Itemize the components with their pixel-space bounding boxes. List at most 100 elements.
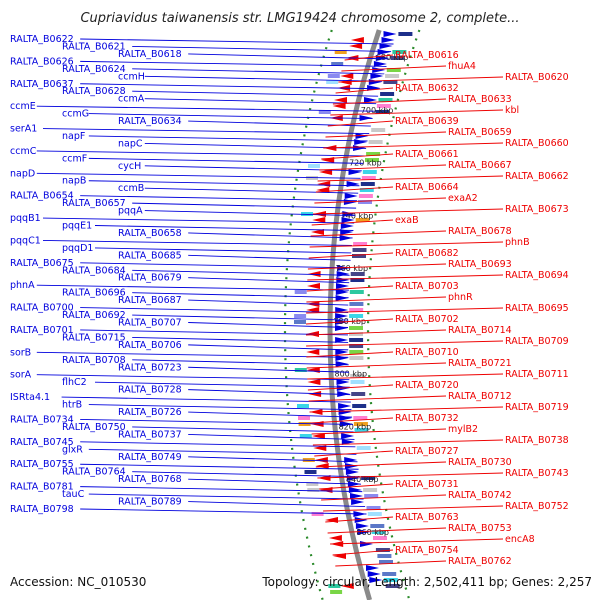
gene-label[interactable]: pqqB1: [10, 213, 355, 224]
gene-label[interactable]: RALTA_B0659: [325, 127, 512, 138]
gene-label[interactable]: RALTA_B0679: [118, 273, 350, 284]
gene-label[interactable]: fhuA4: [341, 61, 476, 72]
gene-label[interactable]: RALTA_B0762: [335, 556, 512, 567]
gene-label[interactable]: RALTA_B0673: [312, 204, 569, 215]
gene-label[interactable]: RALTA_B0696: [62, 288, 349, 299]
gene-label[interactable]: serA1: [10, 124, 370, 135]
gene-label[interactable]: RALTA_B0658: [118, 228, 353, 239]
gene-label[interactable]: RALTA_B0706: [118, 340, 349, 351]
gene-label[interactable]: pqqA: [118, 206, 356, 217]
gene-label[interactable]: napF: [62, 131, 368, 142]
gene-label[interactable]: ccmB: [118, 183, 359, 194]
gene-label[interactable]: RALTA_B0731: [319, 479, 459, 490]
gene-label[interactable]: RALTA_B0702: [305, 314, 459, 325]
gene-label[interactable]: RALTA_B0781: [10, 482, 363, 493]
gene-label[interactable]: RALTA_B0660: [323, 138, 569, 149]
gene-label[interactable]: phnA: [10, 280, 349, 291]
gene-label[interactable]: RALTA_B0701: [10, 325, 349, 336]
gene-label[interactable]: flhC2: [62, 377, 350, 388]
gene-label[interactable]: ccmA: [118, 94, 377, 105]
gene-label[interactable]: RALTA_B0662: [317, 171, 569, 182]
gene-label[interactable]: RALTA_B0798: [10, 504, 367, 515]
gene-label[interactable]: RALTA_B0632: [335, 83, 459, 94]
gene-label[interactable]: kbl: [330, 105, 519, 116]
gene-label[interactable]: RALTA_B0738: [312, 435, 569, 446]
gene-label[interactable]: RALTA_B0721: [306, 358, 512, 369]
gene-label[interactable]: RALTA_B0726: [118, 407, 353, 418]
gene-label[interactable]: RALTA_B0693: [307, 259, 512, 270]
gene-label[interactable]: RALTA_B0727: [314, 446, 459, 457]
gene-label[interactable]: tauC: [62, 489, 364, 500]
gene-label[interactable]: RALTA_B0752: [323, 501, 569, 512]
gene-label[interactable]: RALTA_B0618: [118, 49, 389, 60]
gene-label[interactable]: RALTA_B0711: [307, 369, 569, 380]
gene-label[interactable]: phnR: [306, 292, 473, 303]
gene-label[interactable]: RALTA_B0720: [307, 380, 459, 391]
gene-label[interactable]: RALTA_B0667: [319, 160, 512, 171]
gene-label[interactable]: RALTA_B0732: [310, 413, 459, 424]
gene-label[interactable]: RALTA_B0734: [10, 414, 353, 425]
gene-label[interactable]: exaA2: [314, 193, 478, 204]
gene-label[interactable]: RALTA_B0789: [118, 497, 366, 508]
gene-label[interactable]: RALTA_B0685: [118, 250, 351, 261]
gene-label[interactable]: RALTA_B0719: [309, 402, 569, 413]
gene-label[interactable]: RALTA_B0664: [315, 182, 459, 193]
gene-label[interactable]: RALTA_B0633: [332, 94, 512, 105]
gene-label[interactable]: RALTA_B0626: [10, 56, 387, 67]
gene-label[interactable]: RALTA_B0764: [62, 467, 360, 478]
gene-label[interactable]: htrB: [62, 400, 352, 411]
gene-label[interactable]: ccmF: [62, 153, 364, 164]
gene-label[interactable]: pqqD1: [62, 243, 352, 254]
gene-label[interactable]: RALTA_B0616: [344, 50, 459, 61]
gene-label[interactable]: RALTA_B0694: [307, 270, 569, 281]
gene-label[interactable]: RALTA_B0749: [118, 452, 358, 463]
gene-label[interactable]: RALTA_B0687: [118, 295, 349, 306]
gene-label[interactable]: phnB: [309, 237, 530, 248]
gene-label[interactable]: napD: [10, 168, 361, 179]
gene-label[interactable]: RALTA_B0700: [10, 303, 349, 314]
gene-label[interactable]: RALTA_B0661: [321, 149, 459, 160]
gene-label[interactable]: RALTA_B0742: [321, 490, 512, 501]
gene-label[interactable]: ccmH: [118, 71, 383, 82]
gene-label[interactable]: RALTA_B0710: [306, 347, 459, 358]
gene-label[interactable]: RALTA_B0768: [118, 474, 362, 485]
gene-label[interactable]: RALTA_B0622: [10, 34, 394, 45]
gene-label[interactable]: RALTA_B0730: [315, 457, 512, 468]
gene-label[interactable]: ccmC: [10, 146, 365, 157]
gene-label[interactable]: RALTA_B0682: [308, 248, 459, 259]
gene-label[interactable]: sorB: [10, 347, 349, 358]
gene-label[interactable]: RALTA_B0703: [306, 281, 459, 292]
gene-label[interactable]: RALTA_B0654: [10, 191, 358, 202]
gene-label[interactable]: RALTA_B0624: [62, 64, 385, 75]
gene-label[interactable]: RALTA_B0715: [62, 332, 349, 343]
gene-label[interactable]: RALTA_B0745: [10, 437, 356, 448]
gene-label[interactable]: mylB2: [311, 424, 478, 435]
gene-label[interactable]: RALTA_B0657: [62, 198, 357, 209]
gene-label[interactable]: RALTA_B0743: [317, 468, 569, 479]
gene-label[interactable]: RALTA_B0621: [62, 41, 392, 52]
gene-label[interactable]: RALTA_B0620: [338, 72, 569, 83]
gene-label[interactable]: exaB: [311, 215, 419, 226]
gene-label[interactable]: RALTA_B0712: [308, 391, 512, 402]
gene-label[interactable]: RALTA_B0754: [332, 545, 459, 556]
gene-label[interactable]: napB: [62, 176, 360, 187]
gene-label[interactable]: pqqE1: [62, 221, 354, 232]
gene-label[interactable]: RALTA_B0675: [10, 258, 351, 269]
gene-label[interactable]: pqqC1: [10, 235, 352, 246]
gene-label[interactable]: ccmE: [10, 101, 375, 112]
gene-label[interactable]: RALTA_B0763: [325, 512, 459, 523]
gene-label[interactable]: RALTA_B0637: [10, 79, 381, 90]
gene-label[interactable]: RALTA_B0709: [306, 336, 569, 347]
gene-label[interactable]: RALTA_B0678: [310, 226, 512, 237]
gene-label[interactable]: RALTA_B0728: [118, 385, 351, 396]
gene-label[interactable]: RALTA_B0695: [306, 303, 569, 314]
gene-label[interactable]: RALTA_B0639: [327, 116, 459, 127]
gene-label[interactable]: RALTA_B0628: [62, 86, 379, 97]
gene-label[interactable]: RALTA_B0692: [62, 310, 349, 321]
gene-label[interactable]: RALTA_B0723: [118, 362, 350, 373]
gene-label[interactable]: sorA: [10, 370, 350, 381]
gene-label[interactable]: ISRta4.1: [10, 392, 351, 403]
gene-label[interactable]: RALTA_B0737: [118, 429, 355, 440]
gene-label[interactable]: RALTA_B0755: [10, 459, 359, 470]
gene-label[interactable]: RALTA_B0707: [118, 317, 349, 328]
